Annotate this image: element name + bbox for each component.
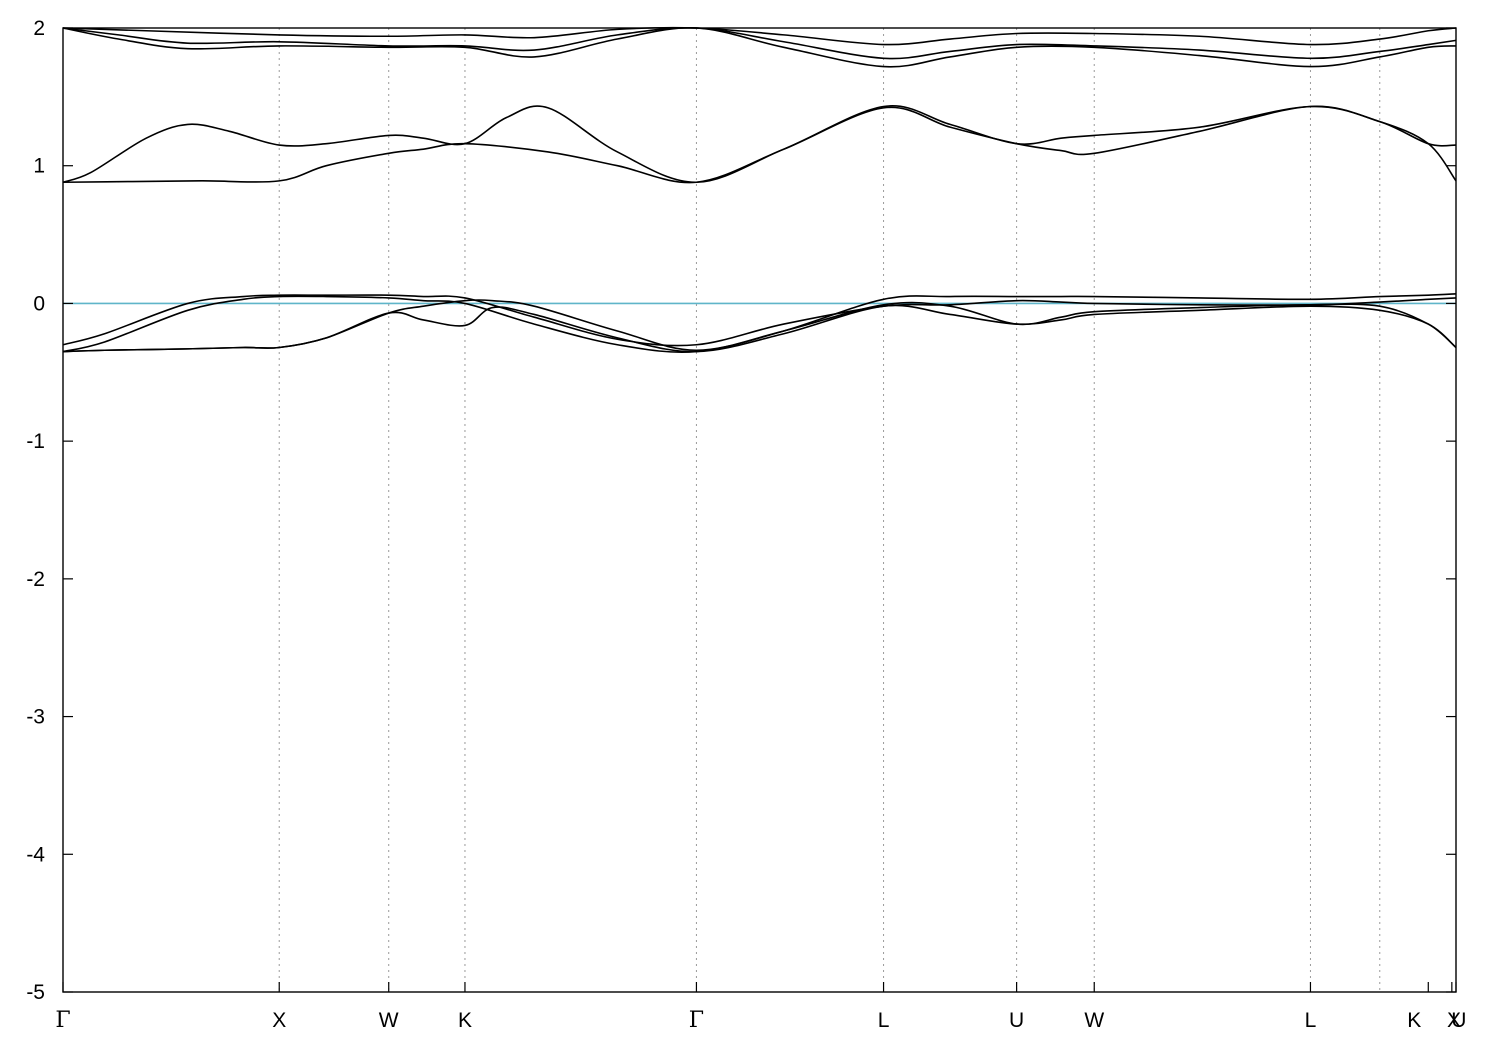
x-tick-label: U [1009,1009,1024,1032]
band-1 [62,292,1457,354]
band-4 [62,304,1457,353]
x-tick-label: Γ [689,1008,704,1033]
band-8 [62,27,1457,60]
x-tick-label: K [458,1009,472,1032]
x-tick-label: L [1305,1009,1317,1032]
y-tick-label: -1 [26,430,45,453]
vertical-gridlines [278,28,1381,992]
x-tick-label: L [878,1009,890,1032]
band-7 [62,27,1457,68]
band-9 [62,26,1457,46]
y-tick-label: 1 [33,155,45,178]
y-tick-label: -4 [26,843,45,866]
x-tick-label: W [379,1009,399,1032]
x-tick-label: K [1407,1009,1421,1032]
band-6 [62,105,1457,184]
x-tick-label: X [272,1009,286,1032]
plot-frame [62,27,1457,993]
x-tick-label: W [1084,1009,1104,1032]
x-tick-label: Γ [55,1008,70,1033]
x-tick-label: X [1447,1009,1461,1032]
y-tick-label: 2 [33,17,45,40]
y-tick-label: -3 [26,706,45,729]
x-tick-label: U [1451,1009,1466,1032]
y-tick-label: -5 [26,981,45,1004]
band-5 [62,105,1457,184]
y-tick-label: -2 [26,568,45,591]
plot-border [62,27,1457,993]
band-lines [62,26,1457,354]
band-2 [62,294,1457,347]
x-axis-ticks: Γ X W K Γ L U W L K UX [55,982,1466,1033]
y-tick-label: 0 [33,292,45,315]
y-axis-ticks: 2 1 0 -1 -2 -3 -4 -5 [26,17,1456,1004]
